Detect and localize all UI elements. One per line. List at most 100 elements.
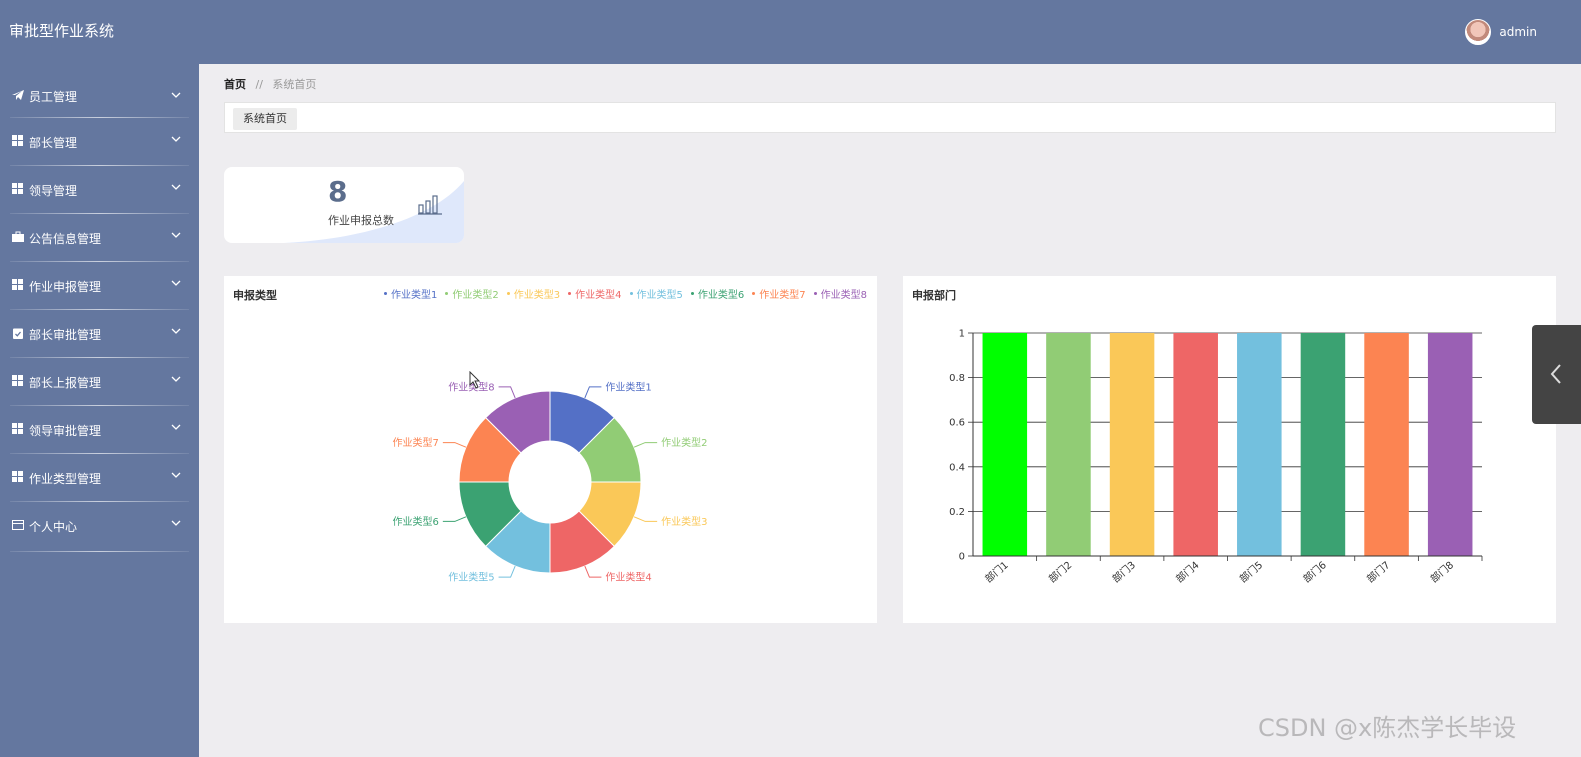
sidebar-item[interactable]: 个人中心: [0, 502, 199, 552]
user-name[interactable]: admin: [1499, 25, 1537, 39]
divider: [10, 453, 189, 454]
legend-label: 作业类型8: [820, 290, 867, 301]
top-bar: 审批型作业系统 admin: [0, 0, 1581, 64]
pie-chart-panel: 申报类型 作业类型1 作业类型2 作业类型3 作业类型4 作业类型5 作业类型6 作业类型7…: [224, 276, 877, 623]
legend-item[interactable]: 作业类型7: [752, 286, 806, 301]
legend-item[interactable]: 作业类型6: [690, 286, 744, 301]
grid-icon: [12, 375, 24, 387]
pie-slice[interactable]: [484, 390, 551, 454]
x-tick-label: 部门7: [1364, 558, 1393, 585]
x-tick-label: 部门6: [1300, 558, 1329, 585]
grid-icon: [12, 423, 24, 435]
pie-label-line: [498, 386, 516, 399]
bar[interactable]: [1300, 333, 1346, 556]
grid-icon: [12, 183, 24, 195]
bar[interactable]: [1109, 333, 1155, 556]
tab-system-home[interactable]: 系统首页: [233, 108, 297, 130]
legend-item[interactable]: 作业类型8: [813, 286, 867, 301]
legend-label: 作业类型5: [636, 290, 683, 301]
breadcrumb-separator: //: [255, 78, 263, 91]
bar-chart-icon: [418, 195, 442, 215]
sidebar-item-label: 个人中心: [29, 520, 78, 534]
avatar[interactable]: [1465, 19, 1492, 45]
chevron-down-icon: [171, 472, 181, 478]
legend-item[interactable]: 作业类型3: [506, 286, 561, 301]
bar[interactable]: [1173, 333, 1218, 556]
divider: [10, 309, 189, 310]
pie-label: 作业类型5: [448, 571, 494, 584]
legend-marker: [568, 292, 572, 295]
clipboard-icon: [13, 328, 23, 339]
legend-item[interactable]: 作业类型5: [629, 286, 683, 301]
bar[interactable]: [1237, 333, 1282, 556]
breadcrumb-home[interactable]: 首页: [224, 78, 246, 91]
x-tick-label: 部门1: [982, 558, 1011, 585]
app-title: 审批型作业系统: [9, 22, 115, 40]
divider: [10, 261, 189, 262]
watermark: CSDN @x陈杰学长毕设: [1258, 714, 1517, 742]
chevron-down-icon: [171, 328, 181, 334]
user-menu[interactable]: admin: [1465, 18, 1537, 46]
chevron-down-icon: [171, 280, 181, 286]
chevron-down-icon: [171, 232, 181, 238]
pie-label-line: [584, 386, 602, 399]
pie-label-line: [633, 442, 658, 448]
y-tick-label: 0: [959, 552, 965, 563]
legend-label: 作业类型1: [391, 290, 438, 301]
divider: [10, 405, 189, 406]
bar[interactable]: [1046, 333, 1091, 556]
bar[interactable]: [982, 333, 1028, 556]
bar[interactable]: [1427, 333, 1473, 556]
tabs-bar: 系统首页: [224, 102, 1556, 133]
y-tick-label: 0.2: [949, 507, 965, 518]
chevron-down-icon: [171, 136, 181, 142]
legend-label: 作业类型4: [575, 290, 622, 301]
legend-marker: [506, 292, 510, 295]
sidebar-item[interactable]: 部长管理: [0, 118, 199, 166]
breadcrumb-current: 系统首页: [272, 78, 317, 91]
pie-label: 作业类型2: [661, 436, 707, 449]
y-tick-label: 0.8: [949, 373, 965, 384]
legend-label: 作业类型7: [759, 290, 806, 301]
sidebar-item[interactable]: 领导审批管理: [0, 406, 199, 454]
divider: [10, 213, 189, 214]
sidebar-item[interactable]: 公告信息管理: [0, 214, 199, 262]
mouse-cursor-icon: [469, 371, 481, 389]
pie-label: 作业类型7: [392, 436, 438, 449]
sidebar-item[interactable]: 作业申报管理: [0, 262, 199, 310]
legend-label: 作业类型3: [513, 290, 561, 301]
x-tick-label: 部门3: [1109, 558, 1138, 585]
stat-card: 8 作业申报总数: [224, 167, 464, 243]
sidebar-item-label: 领导管理: [29, 184, 78, 198]
sidebar-item-label: 部长管理: [29, 136, 78, 150]
grid-icon: [12, 279, 24, 291]
stat-label: 作业申报总数: [328, 214, 394, 227]
divider: [10, 357, 189, 358]
pie-label: 作业类型4: [605, 571, 651, 584]
pie-label-line: [442, 516, 467, 522]
grid-icon: [12, 471, 24, 483]
card-wave-decoration: [284, 181, 464, 243]
sidebar-item[interactable]: 部长上报管理: [0, 358, 199, 406]
x-tick-label: 部门8: [1428, 558, 1457, 585]
sidebar-item[interactable]: 领导管理: [0, 166, 199, 214]
legend-item[interactable]: 作业类型2: [445, 286, 499, 301]
grid-icon: [12, 135, 24, 147]
legend-marker: [690, 292, 694, 295]
pie-label-line: [633, 516, 658, 522]
legend-item[interactable]: 作业类型4: [568, 286, 622, 301]
pie-label: 作业类型6: [392, 515, 438, 528]
paper-plane-icon: [12, 90, 24, 100]
legend-item[interactable]: 作业类型1: [384, 286, 437, 301]
side-panel-toggle[interactable]: [1532, 325, 1581, 424]
pie-chart-title: 申报类型: [233, 289, 277, 302]
sidebar-item[interactable]: 部长审批管理: [0, 310, 199, 358]
sidebar-item[interactable]: 员工管理: [0, 64, 199, 118]
x-tick-label: 部门5: [1237, 558, 1266, 585]
pie-label-line: [442, 442, 467, 448]
chevron-left-icon: [1550, 364, 1561, 384]
sidebar-item[interactable]: 作业类型管理: [0, 454, 199, 502]
bar[interactable]: [1364, 333, 1409, 556]
stat-value: 8: [328, 175, 348, 208]
pie-legend: 作业类型1 作业类型2 作业类型3 作业类型4 作业类型5 作业类型6 作业类型7 作业类型8: [376, 286, 867, 301]
